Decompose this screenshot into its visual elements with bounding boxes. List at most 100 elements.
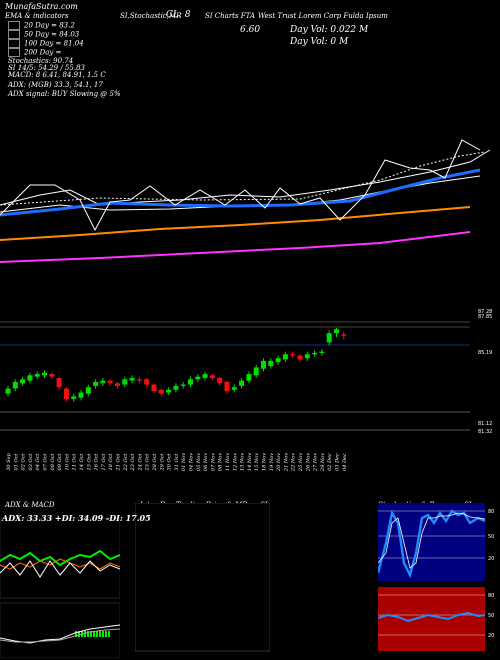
si-background <box>378 587 485 651</box>
x-axis-date-label: 15 Oct <box>86 453 92 471</box>
x-axis-date-label: 22 Nov <box>291 453 297 472</box>
macd-histogram-bar <box>99 631 101 637</box>
macd-histogram-bar <box>93 631 95 637</box>
candle-body <box>5 388 11 394</box>
x-axis-date-label: 03 Oct <box>28 453 34 471</box>
si-line <box>378 611 486 623</box>
candle-body <box>49 374 55 377</box>
candle-body <box>239 380 245 386</box>
x-axis-date-label: 17 Oct <box>101 453 107 471</box>
candle-body <box>209 375 215 378</box>
legend-200day-label: 200 Day = <box>24 48 62 57</box>
legend-swatch-200day <box>8 48 20 57</box>
x-axis-date-label: 20 Nov <box>276 453 282 472</box>
x-axis-date-label: 06 Nov <box>203 453 209 471</box>
adx-plus-di-line <box>0 549 120 567</box>
legend-stoch-line: Stochastics: 90.74 <box>8 57 74 65</box>
legend-50day: 50 Day = 84.03 <box>8 30 79 39</box>
macd-signal-line <box>0 628 120 643</box>
main-chart-area: MunafaSutra.com EMA & indicators SI,Stoc… <box>0 2 492 472</box>
legend-si-line: SI 14/5: 54.29 / 55.83 <box>8 64 85 72</box>
candle-body <box>268 360 274 367</box>
candle-body <box>122 379 128 385</box>
candle-body <box>202 374 208 378</box>
candle-body <box>334 329 339 334</box>
stoch-d-line <box>378 512 486 569</box>
candle-body <box>136 379 142 381</box>
legend-adx-signal: ADX signal: BUY Slowing @ 5% <box>8 90 121 98</box>
candle-body <box>312 352 318 355</box>
candle-body <box>144 379 150 385</box>
x-axis-date-label: 29 Nov <box>320 453 326 472</box>
x-axis-date-label: 11 Nov <box>225 453 231 471</box>
upper-indicator-line-3 <box>0 206 471 241</box>
price-axis-label: 87.85 <box>478 314 492 320</box>
candle-body <box>158 389 164 394</box>
candle-body <box>282 354 288 360</box>
x-axis-date-label: 25 Nov <box>298 453 304 472</box>
legend-20day-label: 20 Day = 83.2 <box>24 21 75 30</box>
adx-minus-di-line <box>0 558 120 570</box>
macd-histogram-bar <box>78 631 80 637</box>
x-axis-date-label: 04 Oct <box>35 453 41 471</box>
x-axis-date-label: 01 Nov <box>181 453 187 471</box>
candle-body <box>304 354 310 359</box>
macd-histogram-bar <box>96 631 98 637</box>
candle-body <box>56 377 62 388</box>
x-axis-date-label: 03 Dec <box>335 453 341 471</box>
adx-macd-svg <box>0 517 120 658</box>
x-axis-date-label: 31 Oct <box>174 453 180 471</box>
candle-body <box>173 385 179 390</box>
candle-body <box>42 372 47 376</box>
candle-body <box>34 374 40 377</box>
upper-indicator-line-4 <box>0 231 471 263</box>
upper-indicator-line-2 <box>0 168 481 217</box>
header-day-vol2: Day Vol: 0 M <box>290 37 349 47</box>
legend-swatch-50day <box>8 30 20 39</box>
candle-body <box>100 380 106 384</box>
candle-body <box>297 355 303 360</box>
x-axis-date-label: 07 Oct <box>43 453 49 471</box>
x-axis-date-label: 11 Oct <box>72 453 78 471</box>
x-axis-date-label: 02 Oct <box>21 453 27 471</box>
stoch-tick-label: 20 <box>488 556 494 562</box>
macd-histogram-bar <box>75 631 77 637</box>
candle-body <box>85 387 91 394</box>
x-axis-date-label: 01 Oct <box>13 453 19 471</box>
candle-body <box>290 354 296 356</box>
x-axis-date-label: 23 Oct <box>130 453 136 472</box>
candle-body <box>93 381 99 386</box>
x-axis-date-label: 08 Nov <box>218 453 224 471</box>
x-axis-date-label: 25 Oct <box>145 453 151 472</box>
candle-body <box>195 376 201 380</box>
candle-body <box>63 388 69 400</box>
x-axis-date-label: 08 Oct <box>50 453 56 471</box>
candle-body <box>246 374 252 381</box>
x-axis-date-label: 21 Oct <box>116 453 122 472</box>
candle-body <box>166 389 172 393</box>
macd-histogram-bar <box>108 631 110 637</box>
x-axis-date-label: 04 Nov <box>189 453 195 471</box>
candle-body <box>188 379 193 385</box>
header-cl-label: CL: 8 <box>166 10 191 20</box>
x-axis-date-label: 16 Oct <box>94 453 100 471</box>
si-tick-label: 50 <box>488 613 494 619</box>
candle-body <box>326 333 332 343</box>
x-axis-date-label: 30 Oct <box>167 453 173 471</box>
intraday-panel: Intra Day Trading Price & MR SI <box>135 501 270 658</box>
macd-histogram-bar <box>84 631 86 637</box>
legend-200day: 200 Day = <box>8 48 61 57</box>
price-axis-label: 81.32 <box>478 429 492 435</box>
intraday-svg <box>135 503 270 652</box>
candle-body <box>151 384 157 392</box>
price-axis-label: 85.19 <box>478 350 492 356</box>
x-axis-date-label: 22 Oct <box>123 453 129 472</box>
candle-body <box>107 380 113 384</box>
adx-line <box>0 560 120 578</box>
legend-macd-line: MACD: 8 6.41, 84.91, 1.5 C <box>8 71 106 79</box>
legend-swatch-20day <box>8 21 20 30</box>
stochastics-svg: 80 50 20 80 50 20 <box>378 503 494 651</box>
candle-body <box>115 383 120 386</box>
